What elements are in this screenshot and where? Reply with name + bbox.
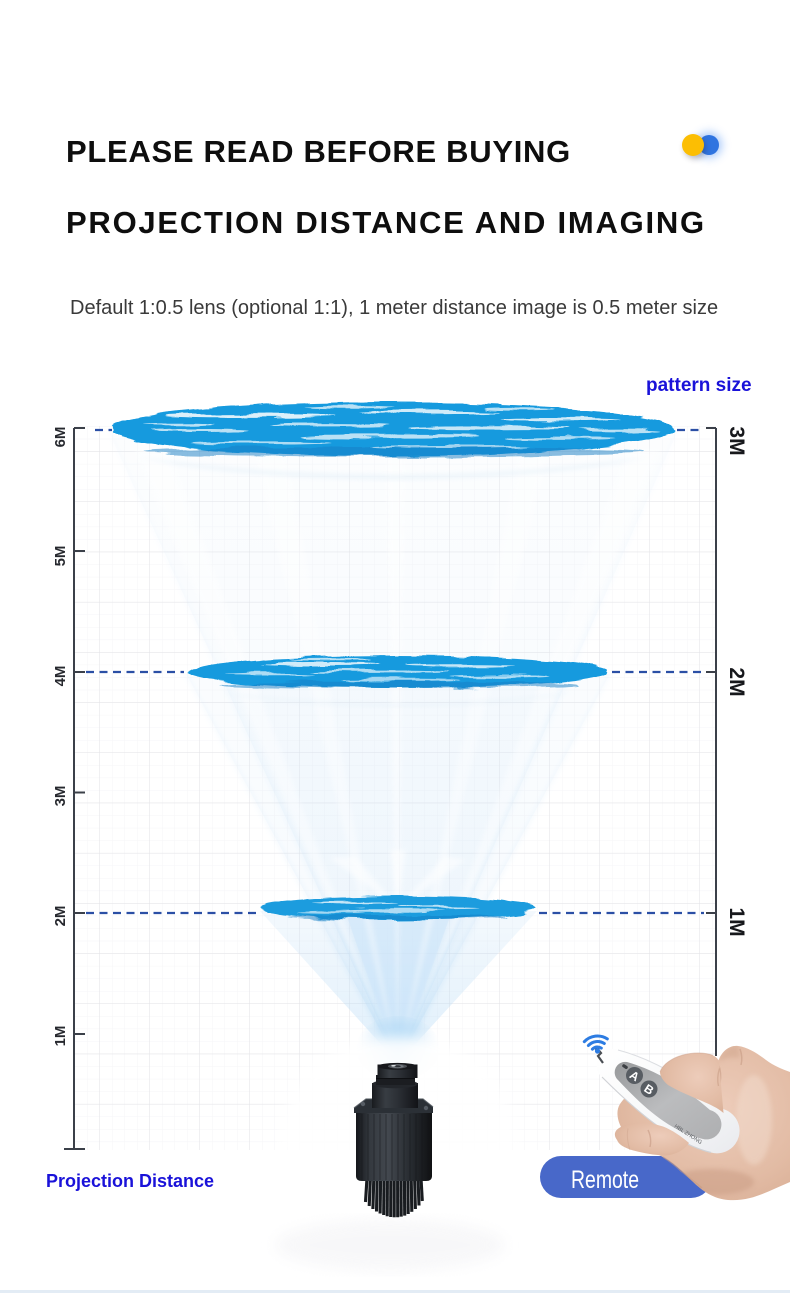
svg-text:2M: 2M (52, 906, 69, 927)
svg-text:1M: 1M (52, 1026, 69, 1047)
svg-text:6M: 6M (52, 427, 69, 448)
svg-text:3M: 3M (52, 786, 69, 807)
svg-text:Remote: Remote (571, 1166, 639, 1194)
svg-text:5M: 5M (52, 546, 69, 567)
svg-text:2M: 2M (725, 667, 748, 696)
svg-text:4M: 4M (52, 666, 69, 687)
svg-text:3M: 3M (725, 426, 748, 455)
svg-text:1M: 1M (725, 907, 748, 936)
